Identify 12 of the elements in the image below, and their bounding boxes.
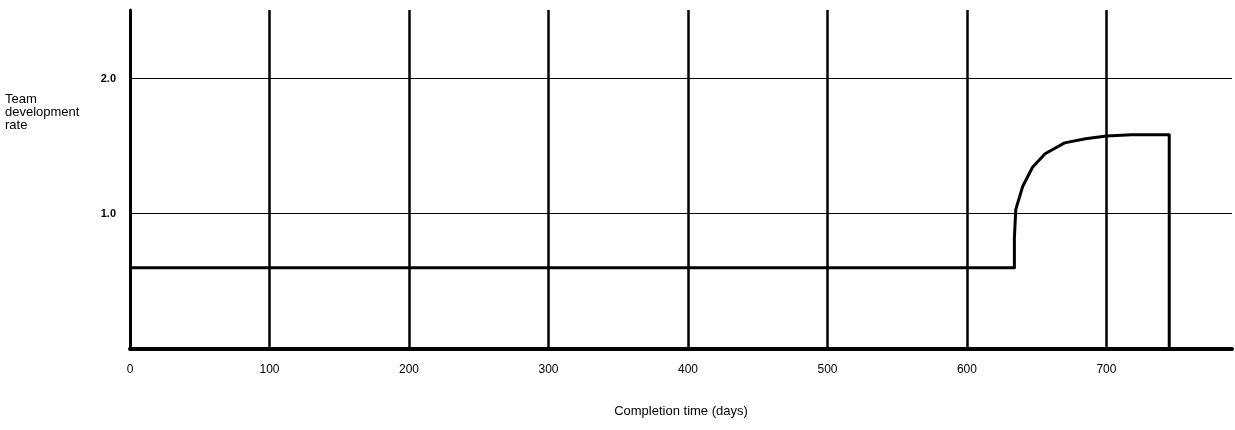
- x-tick-label: 400: [677, 362, 699, 376]
- x-tick-label: 100: [259, 362, 280, 376]
- x-tick-label: 500: [817, 362, 838, 376]
- x-tick-label: 300: [538, 362, 559, 376]
- x-tick-label: 600: [956, 362, 978, 376]
- y-axis-title: Team development rate: [5, 91, 81, 132]
- x-tick-label: 0: [126, 362, 134, 376]
- x-tick-label: 700: [1096, 362, 1117, 376]
- x-axis-title: Completion time (days): [614, 403, 748, 418]
- x-tick-label: 200: [398, 362, 420, 376]
- y-tick-label: 2.0: [100, 71, 116, 84]
- y-tick-label: 1.0: [100, 207, 116, 220]
